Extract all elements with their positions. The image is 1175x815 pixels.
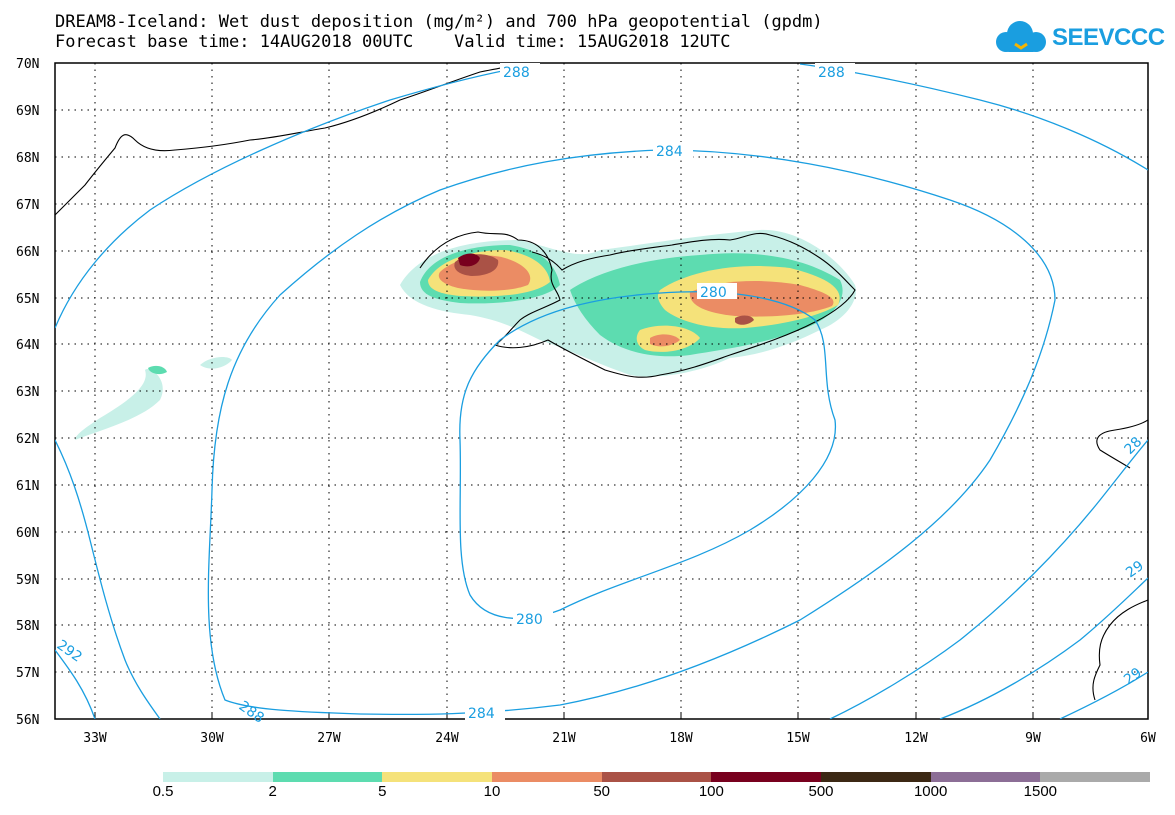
contour-label-29-a: 29 [1123, 558, 1147, 581]
legend-label: 100 [698, 783, 724, 800]
legend-label: 1500 [1023, 783, 1058, 800]
map-subtitle: Forecast base time: 14AUG2018 00UTC Vali… [55, 32, 731, 52]
legend-swatch [272, 772, 383, 782]
lat-label: 65N [16, 292, 39, 307]
lat-label: 57N [16, 666, 39, 681]
lon-label: 12W [904, 731, 928, 746]
lat-label: 62N [16, 432, 39, 447]
legend-label: 5 [378, 783, 387, 800]
legend-label: 0.5 [152, 783, 174, 800]
map-title: DREAM8-Iceland: Wet dust deposition (mg/… [55, 12, 823, 32]
lat-label: 63N [16, 385, 39, 400]
legend-label: 10 [483, 783, 501, 800]
lat-label: 69N [16, 104, 39, 119]
axis-ticks [94, 712, 1034, 719]
iceland-coast [419, 231, 856, 378]
lon-label: 21W [552, 731, 576, 746]
contour-label-288-c: 288 [236, 698, 267, 726]
legend-label: 500 [808, 783, 834, 800]
scotland-coast-south [1092, 599, 1148, 701]
lon-label: 33W [83, 731, 107, 746]
latitude-labels: 70N 69N 68N 67N 66N 65N 64N 63N 62N 61N … [16, 57, 39, 728]
lat-label: 70N [16, 57, 39, 72]
lon-label: 27W [317, 731, 341, 746]
legend-swatch [821, 772, 931, 782]
legend-swatch [711, 772, 822, 782]
geopotential-contours [55, 63, 1148, 719]
legend-swatch [930, 772, 1041, 782]
contour-label-29-b: 29 [1121, 665, 1145, 688]
lat-label: 64N [16, 338, 39, 353]
logo-text: SEEVCCC [1052, 24, 1165, 51]
legend-label: 2 [268, 783, 277, 800]
contour-label-288-a: 288 [503, 65, 530, 81]
lat-label: 59N [16, 573, 39, 588]
lon-label: 15W [786, 731, 810, 746]
greenland-coast [55, 63, 541, 216]
dust-deposition-field [75, 229, 856, 440]
legend-swatch [492, 772, 602, 782]
contour-label-280-top: 280 [700, 285, 727, 301]
cloud-icon [996, 21, 1046, 52]
longitude-labels: 33W 30W 27W 24W 21W 18W 15W 12W 9W 6W [83, 731, 1156, 746]
lon-label: 24W [435, 731, 459, 746]
contour-label-292: 292 [54, 637, 85, 665]
lat-label: 68N [16, 151, 39, 166]
lon-label: 6W [1140, 731, 1156, 746]
color-legend [163, 772, 1151, 782]
contour-label-284-bottom: 284 [468, 706, 495, 722]
contour-labels: 288 288 284 280 280 284 288 292 28 29 29 [54, 63, 1147, 727]
contour-label-28: 28 [1122, 434, 1146, 458]
contour-284 [207, 149, 1056, 716]
contour-292 [55, 439, 1148, 719]
lat-label: 60N [16, 526, 39, 541]
lat-label: 56N [16, 713, 39, 728]
legend-swatch [601, 772, 712, 782]
scotland-coast [1096, 419, 1148, 469]
lat-label: 66N [16, 245, 39, 260]
contour-280 [459, 291, 837, 620]
contour-label-280-bottom: 280 [516, 612, 543, 628]
contour-label-284-top: 284 [656, 144, 683, 160]
lat-label: 67N [16, 198, 39, 213]
contour-288 [55, 63, 1148, 719]
lon-label: 9W [1025, 731, 1041, 746]
lon-label: 18W [669, 731, 693, 746]
legend-label: 50 [593, 783, 610, 800]
legend-label: 1000 [913, 783, 948, 800]
legend-swatch [382, 772, 493, 782]
contour-label-288-b: 288 [818, 65, 845, 81]
legend-swatch [1040, 772, 1151, 782]
lat-label: 58N [16, 619, 39, 634]
lat-label: 61N [16, 479, 39, 494]
graticule [55, 63, 1148, 719]
coastlines [55, 63, 1148, 701]
lon-label: 30W [200, 731, 224, 746]
legend-swatch [163, 772, 273, 782]
